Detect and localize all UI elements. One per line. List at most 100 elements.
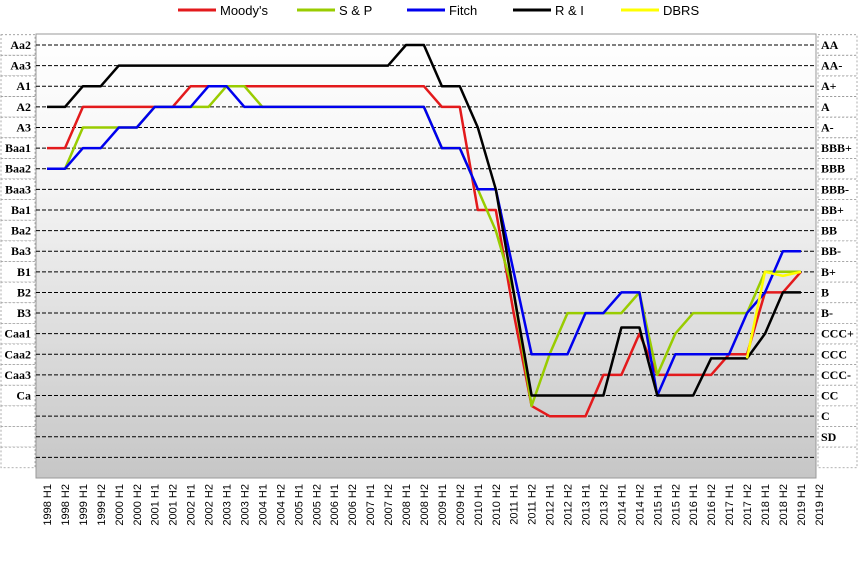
x-tick-label: 2016 H2 xyxy=(706,484,718,526)
sp-rating-label: A xyxy=(821,100,830,114)
x-tick-label: 2014 H2 xyxy=(634,484,646,526)
sp-rating-label: AA- xyxy=(821,59,842,73)
rating-label-box xyxy=(0,137,36,159)
x-tick-label: 2018 H1 xyxy=(760,484,772,526)
moodys-rating-label: Baa3 xyxy=(5,182,31,196)
sp-rating-label: AA xyxy=(821,38,839,52)
rating-label-box xyxy=(0,116,36,139)
x-tick-label: 2000 H2 xyxy=(132,484,144,526)
legend-label: Fitch xyxy=(449,3,477,18)
legend-entry: S & P xyxy=(297,3,372,18)
x-tick-label: 2002 H1 xyxy=(186,484,198,526)
x-tick-label: 2010 H2 xyxy=(491,484,503,526)
rating-label-box xyxy=(0,261,36,283)
sp-rating-label: B- xyxy=(821,306,833,320)
series-line-fitch xyxy=(47,84,801,397)
sp-rating-label: A+ xyxy=(821,79,837,93)
x-tick-label: 2007 H2 xyxy=(383,484,395,526)
x-tick-label: 2009 H1 xyxy=(437,484,449,526)
x-tick-label: 2017 H2 xyxy=(742,484,754,526)
rating-label-box xyxy=(817,96,858,118)
x-tick-label: 2013 H2 xyxy=(598,484,610,526)
x-tick-label: 2016 H1 xyxy=(688,484,700,526)
legend-label: S & P xyxy=(339,3,372,18)
legend: Moody's S & P Fitch R & I DBRS xyxy=(178,3,699,18)
x-tick-label: 2012 H2 xyxy=(563,484,575,526)
rating-label-box xyxy=(817,219,858,242)
sp-rating-label: C xyxy=(821,409,830,423)
moodys-rating-label: Ca xyxy=(16,389,31,403)
x-tick-label: 2009 H2 xyxy=(455,484,467,526)
rating-label-box xyxy=(0,426,36,448)
x-tick-label: 2005 H2 xyxy=(311,484,323,526)
x-tick-label: 1999 H2 xyxy=(96,484,108,526)
rating-label-box xyxy=(817,240,858,262)
x-tick-label: 2013 H1 xyxy=(581,484,593,526)
x-tick-label: 2008 H1 xyxy=(401,484,413,526)
moodys-rating-label: A3 xyxy=(16,120,31,134)
legend-entry: R & I xyxy=(513,3,584,18)
x-tick-label: 2002 H2 xyxy=(204,484,216,526)
sp-rating-label: B xyxy=(821,285,829,299)
x-tick-label: 2005 H1 xyxy=(293,484,305,526)
moodys-rating-label: Ba1 xyxy=(11,203,31,217)
rating-label-box xyxy=(817,34,858,56)
x-tick-label: 2017 H1 xyxy=(724,484,736,526)
x-tick-label: 2001 H1 xyxy=(150,484,162,526)
legend-label: R & I xyxy=(555,3,584,18)
rating-label-box xyxy=(0,54,36,77)
moodys-rating-label: Aa3 xyxy=(10,59,31,73)
sp-rating-label: CCC+ xyxy=(821,327,854,341)
rating-label-box xyxy=(0,446,36,469)
moodys-rating-label: B3 xyxy=(17,306,31,320)
sp-rating-label: BBB+ xyxy=(821,141,852,155)
rating-label-box xyxy=(0,178,36,201)
rating-label-box xyxy=(0,281,36,304)
x-tick-label: 1998 H2 xyxy=(60,484,72,526)
x-tick-label: 2019 H2 xyxy=(814,484,826,526)
x-tick-label: 2006 H1 xyxy=(329,484,341,526)
x-tick-label: 2008 H2 xyxy=(419,484,431,526)
x-tick-label: 2004 H1 xyxy=(257,484,269,526)
rating-label-box xyxy=(817,75,858,97)
rating-label-box xyxy=(817,178,858,201)
moodys-rating-label: Baa1 xyxy=(5,141,31,155)
x-tick-label: 2012 H1 xyxy=(545,484,557,526)
rating-label-box xyxy=(0,158,36,180)
legend-entry: Moody's xyxy=(178,3,269,18)
moodys-rating-label: Ba2 xyxy=(11,224,31,238)
plot-area xyxy=(35,33,817,479)
moodys-rating-label: Caa3 xyxy=(4,368,31,382)
series-line-r-i xyxy=(47,43,801,397)
rating-label-box xyxy=(817,261,858,283)
rating-label-box xyxy=(0,322,36,345)
moodys-rating-label: Caa2 xyxy=(4,347,31,361)
moodys-rating-label: B2 xyxy=(17,285,31,299)
x-tick-label: 2015 H1 xyxy=(652,484,664,526)
legend-label: Moody's xyxy=(220,3,269,18)
sp-rating-label: CCC- xyxy=(821,368,851,382)
rating-label-box xyxy=(817,54,858,77)
moodys-rating-label: A2 xyxy=(16,100,31,114)
x-tick-label: 2010 H1 xyxy=(473,484,485,526)
sp-rating-label: BB+ xyxy=(821,203,844,217)
rating-label-box xyxy=(817,158,858,180)
rating-label-box xyxy=(0,96,36,118)
sp-rating-label: CCC xyxy=(821,347,847,361)
legend-entry: DBRS xyxy=(621,3,699,18)
moodys-rating-label: A1 xyxy=(16,79,31,93)
rating-label-box xyxy=(817,281,858,304)
rating-label-box xyxy=(817,199,858,221)
x-tick-label: 1999 H1 xyxy=(78,484,90,526)
x-tick-label: 2007 H1 xyxy=(365,484,377,526)
sp-rating-label: BB xyxy=(821,224,837,238)
rating-label-box xyxy=(817,137,858,159)
sp-rating-label: SD xyxy=(821,430,837,444)
x-tick-label: 1998 H1 xyxy=(42,484,54,526)
x-tick-label: 2006 H2 xyxy=(347,484,359,526)
rating-label-box xyxy=(817,343,858,366)
series-lines xyxy=(47,43,802,418)
rating-label-box xyxy=(0,343,36,366)
rating-label-box xyxy=(817,116,858,139)
rating-label-box xyxy=(0,240,36,262)
